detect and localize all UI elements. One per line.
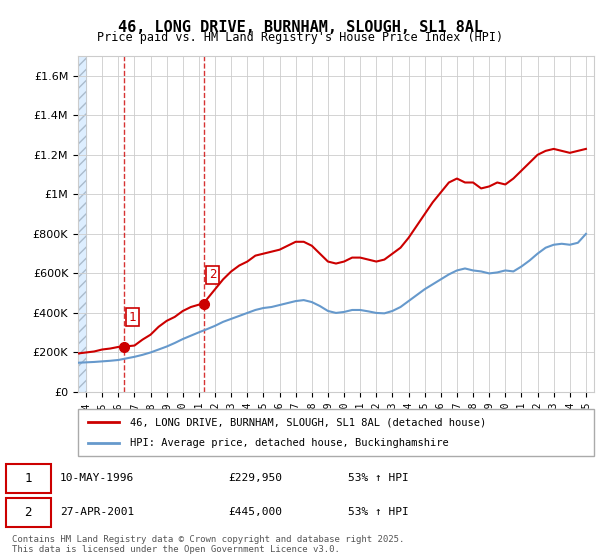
Text: Price paid vs. HM Land Registry's House Price Index (HPI): Price paid vs. HM Land Registry's House … [97,31,503,44]
Text: 27-APR-2001: 27-APR-2001 [60,507,134,517]
FancyBboxPatch shape [6,498,51,527]
Text: Contains HM Land Registry data © Crown copyright and database right 2025.
This d: Contains HM Land Registry data © Crown c… [12,535,404,554]
Text: £229,950: £229,950 [228,473,282,483]
Text: 46, LONG DRIVE, BURNHAM, SLOUGH, SL1 8AL (detached house): 46, LONG DRIVE, BURNHAM, SLOUGH, SL1 8AL… [130,417,486,427]
Text: 1: 1 [25,472,32,484]
Text: 2: 2 [25,506,32,519]
Bar [78,56,86,392]
Text: 10-MAY-1996: 10-MAY-1996 [60,473,134,483]
FancyBboxPatch shape [78,409,594,456]
Text: 2: 2 [209,268,217,281]
Bar [78,56,86,392]
Text: 53% ↑ HPI: 53% ↑ HPI [348,507,409,517]
Text: 53% ↑ HPI: 53% ↑ HPI [348,473,409,483]
Text: 1: 1 [129,311,136,324]
FancyBboxPatch shape [6,464,51,493]
Text: £445,000: £445,000 [228,507,282,517]
Text: HPI: Average price, detached house, Buckinghamshire: HPI: Average price, detached house, Buck… [130,438,448,448]
Text: 46, LONG DRIVE, BURNHAM, SLOUGH, SL1 8AL: 46, LONG DRIVE, BURNHAM, SLOUGH, SL1 8AL [118,20,482,35]
